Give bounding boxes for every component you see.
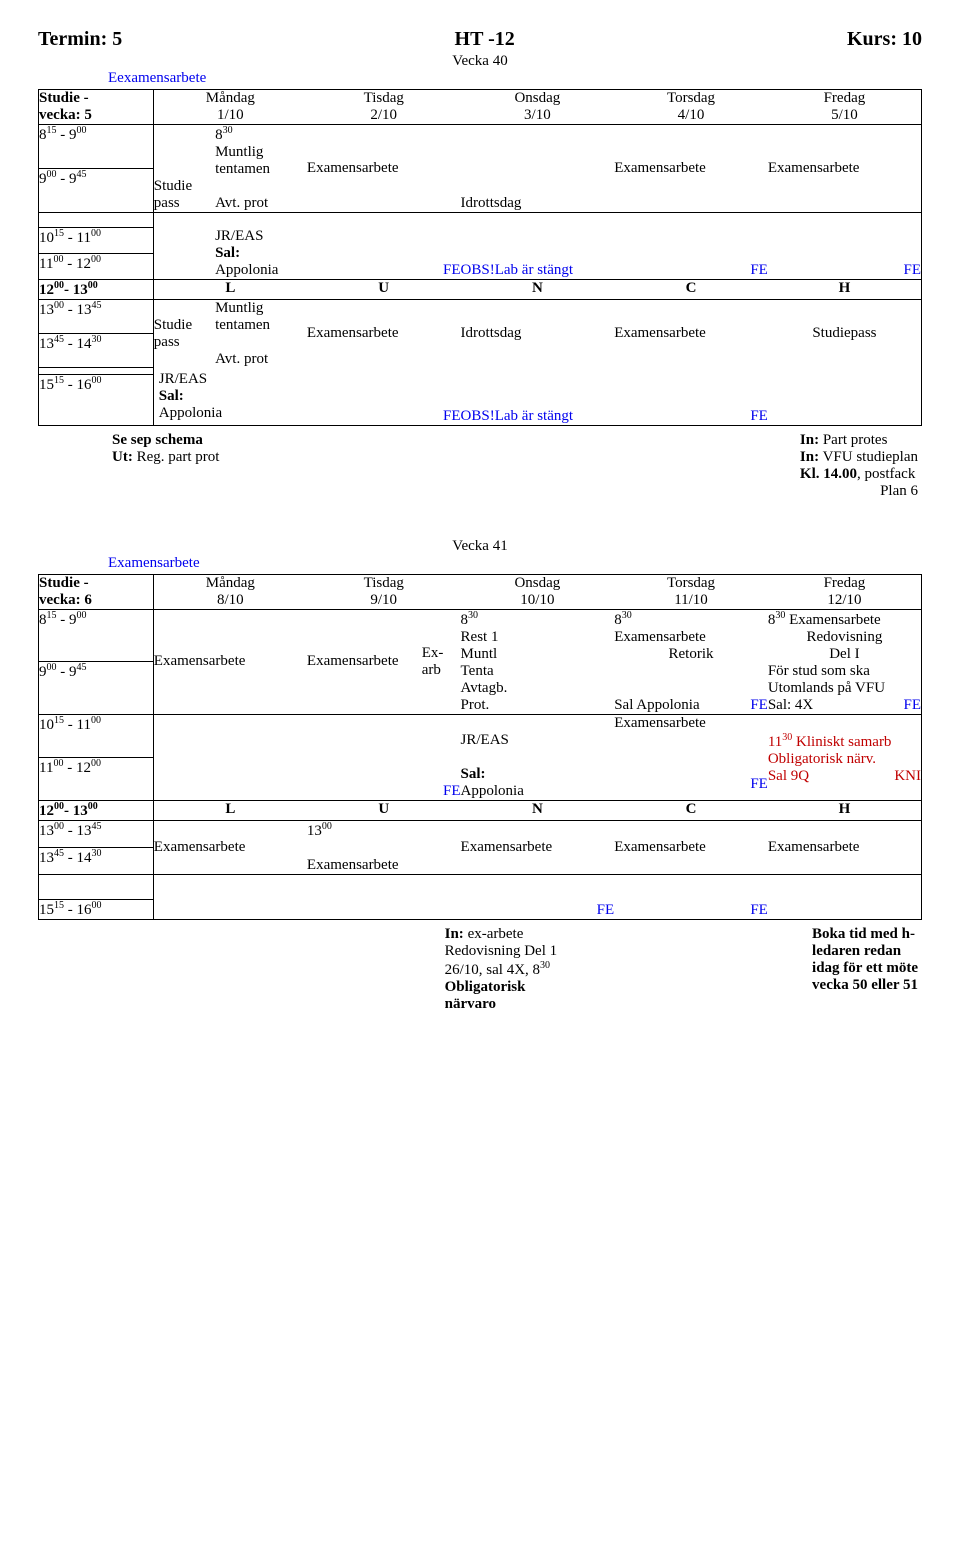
cell-fe: FE: [614, 228, 768, 280]
lunch-row-41: 1200- 1300 L U N C H: [39, 800, 922, 820]
term-title: HT -12: [455, 28, 515, 51]
link-examensarbete-w41[interactable]: Examensarbete: [108, 555, 922, 572]
cell-studiepass-pm: Studiepass: [153, 299, 215, 368]
cell-app-pm: JR/EASSal:Appolonia: [153, 368, 307, 426]
page-header: Termin: 5 HT -12 Kurs: 10: [38, 28, 922, 51]
cell-tue-exam-41: Examensarbete: [307, 609, 422, 714]
cell-exarb: Ex-arb: [422, 609, 461, 714]
link-examensarbete-w40[interactable]: Eexamensarbete: [108, 70, 922, 87]
time-0815: 815 - 900: [39, 125, 154, 169]
cell-thu-ex-pm: Examensarbete FE: [614, 714, 768, 800]
footnote-w41: In: ex-arbete Redovisning Del 1 26/10, s…: [38, 926, 922, 1013]
footnote-w40: Se sep schema Ut: Reg. part prot In: Par…: [38, 432, 922, 500]
time-1515: 1515 - 1600: [39, 375, 154, 426]
termin: Termin: 5: [38, 28, 122, 51]
cell-tue-1300: 1300Examensarbete: [307, 820, 461, 874]
cell-fri-exam: Examensarbete: [768, 125, 922, 213]
cell-tue-exam: Examensarbete: [307, 125, 461, 213]
cell-mon-tentamen: 830 Muntligtentamen Avt. prot: [215, 125, 307, 213]
schedule-week-41: Studie -vecka: 6 Måndag8/10 Tisdag9/10 O…: [38, 574, 922, 920]
cell-studiepass: Studiepass: [153, 125, 215, 213]
time-1100: 1100 - 1200: [39, 253, 154, 279]
cell-fe: FE: [307, 228, 461, 280]
time-1300: 1300 - 1345: [39, 299, 154, 333]
cell-wed-idrott: Idrottsdag: [461, 125, 615, 213]
cell-wed-idrott-pm: Idrottsdag: [461, 299, 615, 368]
day-wed: Onsdag3/10: [461, 90, 615, 125]
cell-fe: FE: [768, 228, 922, 280]
time-1015: 1015 - 1100: [39, 228, 154, 254]
col-studievecka: Studie -vecka: 5: [39, 90, 154, 125]
vecka-41-label: Vecka 41: [38, 538, 922, 555]
day-fri: Fredag5/10: [768, 90, 922, 125]
kurs: Kurs: 10: [847, 28, 922, 51]
day-mon: Måndag1/10: [153, 90, 307, 125]
cell-fri-klin: 1130 Kliniskt samarb Obligatorisk närv. …: [768, 714, 922, 800]
vecka-40-label: Vecka 40: [38, 53, 922, 70]
time-1345: 1345 - 1430: [39, 333, 154, 367]
cell-thu-exam-pm: Examensarbete: [614, 299, 768, 368]
cell-thu-exam: Examensarbete: [614, 125, 768, 213]
cell-wed-app: JR/EASSal:Appolonia: [461, 714, 615, 800]
cell-obs-am: OBS!Lab är stängt: [461, 228, 615, 280]
cell-thu-retorik: 830 Examensarbete Retorik Sal AppoloniaF…: [614, 609, 768, 714]
cell-wed-rest: 830 Rest 1Muntl Tenta Avtagb.Prot.: [461, 609, 615, 714]
lunch-row: 1200- 1300 L U N C H: [39, 279, 922, 299]
time-0900: 900 - 945: [39, 169, 154, 213]
cell-appolonia-am: JR/EASSal:Appolonia: [215, 228, 307, 280]
cell-tue-exam-pm: Examensarbete: [307, 299, 461, 368]
schedule-week-40: Studie -vecka: 5 Måndag1/10 Tisdag2/10 O…: [38, 89, 922, 426]
day-thu: Torsdag4/10: [614, 90, 768, 125]
cell-mon-tent-pm: MuntligtentamenAvt. prot: [215, 299, 307, 368]
col-studievecka-41: Studie -vecka: 6: [39, 574, 154, 609]
cell-fri-redov: 830 Examensarbete Redovisning Del I För …: [768, 609, 922, 714]
cell-fri-studie-pm: Studiepass: [768, 299, 922, 368]
cell-mon-exam-41: Examensarbete: [153, 609, 307, 714]
day-tue: Tisdag2/10: [307, 90, 461, 125]
